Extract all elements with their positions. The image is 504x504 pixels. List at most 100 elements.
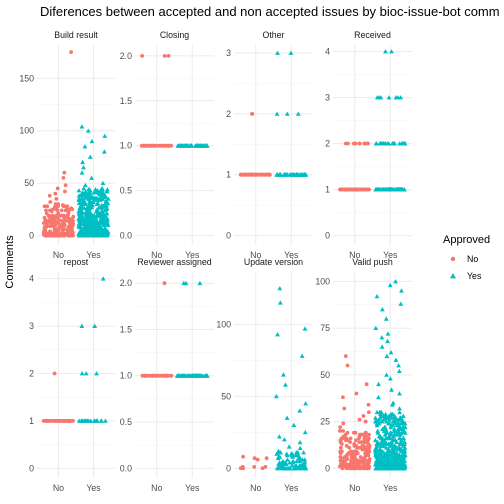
- point-yes: [376, 187, 381, 192]
- point-yes: [284, 415, 290, 420]
- point-no: [364, 434, 368, 439]
- point-yes: [385, 338, 390, 344]
- point-yes: [398, 439, 404, 445]
- point-no: [166, 53, 171, 58]
- y-tick-label: 0: [226, 231, 231, 241]
- point-yes: [283, 382, 288, 387]
- legend: Approved No Yes: [443, 234, 490, 281]
- point-yes: [387, 282, 393, 288]
- point-yes: [397, 435, 402, 441]
- point-no: [241, 172, 246, 177]
- y-tick-label: 0.0: [120, 231, 132, 241]
- point-yes: [274, 465, 280, 471]
- point-yes: [378, 447, 383, 452]
- point-no: [250, 111, 255, 116]
- x-tick-label: Yes: [284, 250, 299, 260]
- point-no: [362, 440, 367, 445]
- point-yes: [277, 300, 283, 305]
- point-yes: [81, 186, 87, 191]
- point-yes: [380, 307, 385, 312]
- point-yes: [96, 220, 101, 225]
- point-yes: [395, 95, 401, 100]
- point-no: [42, 225, 47, 230]
- point-no: [343, 458, 348, 463]
- point-yes: [83, 371, 89, 376]
- point-yes: [379, 141, 384, 146]
- point-yes: [81, 165, 86, 170]
- point-yes: [290, 460, 296, 465]
- point-no: [341, 464, 345, 469]
- facet-panel-closing: Closing 0.0 0.5 1.0 1.5 2.0 No Yes: [120, 30, 214, 260]
- point-yes: [81, 191, 87, 196]
- point-yes: [276, 434, 282, 439]
- point-yes: [375, 428, 381, 433]
- point-no: [64, 214, 69, 219]
- point-no: [69, 50, 74, 55]
- legend-item-yes: Yes: [450, 271, 482, 281]
- point-no: [48, 233, 53, 238]
- point-no: [346, 451, 351, 456]
- point-yes: [379, 409, 384, 415]
- point-yes: [302, 326, 308, 331]
- point-yes: [303, 172, 309, 177]
- point-yes: [105, 196, 111, 201]
- point-no: [355, 451, 360, 456]
- point-no: [50, 216, 55, 221]
- point-yes: [295, 450, 301, 455]
- point-yes: [104, 189, 110, 194]
- y-tick-label: 50: [24, 178, 34, 188]
- legend-key-triangle: [450, 273, 456, 279]
- point-no: [59, 208, 64, 213]
- point-yes: [389, 387, 394, 392]
- point-yes: [86, 211, 92, 216]
- point-yes: [281, 172, 287, 177]
- x-tick-label: Yes: [284, 483, 299, 493]
- point-yes: [203, 143, 209, 148]
- point-yes: [394, 454, 400, 459]
- point-yes: [299, 353, 305, 358]
- point-no: [60, 230, 65, 235]
- point-yes: [276, 461, 281, 466]
- point-yes: [393, 357, 399, 362]
- point-yes: [97, 211, 103, 216]
- point-no: [238, 466, 243, 471]
- point-yes: [383, 49, 388, 54]
- point-yes: [397, 406, 402, 411]
- point-yes: [82, 195, 87, 200]
- point-yes: [386, 458, 392, 463]
- point-no: [159, 373, 164, 378]
- y-tick-label: 1: [325, 185, 330, 195]
- point-no: [366, 436, 371, 441]
- point-yes: [275, 455, 281, 461]
- point-yes: [288, 50, 294, 55]
- point-no: [250, 172, 255, 177]
- point-yes: [384, 353, 390, 359]
- y-tick-label: 150: [19, 73, 34, 83]
- point-no: [48, 224, 52, 229]
- point-no: [343, 354, 348, 359]
- point-yes: [287, 460, 293, 465]
- point-yes: [85, 128, 91, 133]
- point-yes: [374, 441, 380, 446]
- point-yes: [388, 411, 394, 417]
- point-yes: [103, 418, 108, 423]
- point-no: [47, 418, 52, 423]
- point-no: [356, 445, 360, 450]
- point-yes: [400, 424, 406, 430]
- point-no: [140, 53, 145, 58]
- point-yes: [200, 143, 206, 148]
- point-no: [357, 434, 362, 439]
- point-no: [338, 429, 342, 433]
- y-tick-label: 0: [325, 463, 330, 473]
- point-yes: [374, 450, 380, 456]
- point-no: [365, 466, 370, 471]
- point-no: [363, 445, 368, 450]
- y-tick-label: 0.5: [120, 186, 132, 196]
- point-yes: [91, 233, 97, 238]
- point-no: [366, 402, 371, 407]
- point-no: [263, 172, 268, 177]
- point-no: [350, 457, 354, 461]
- point-yes: [402, 439, 407, 445]
- point-no: [153, 143, 158, 148]
